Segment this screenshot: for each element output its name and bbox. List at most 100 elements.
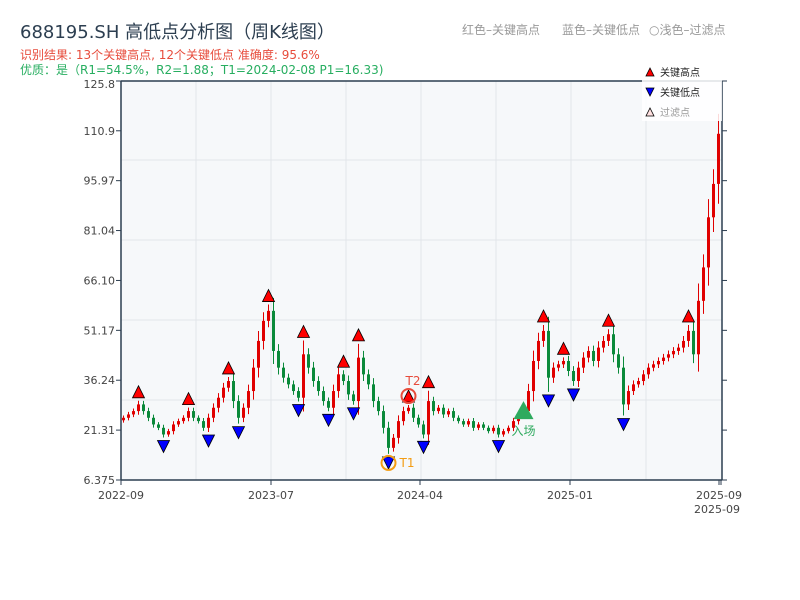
candle-body — [602, 340, 605, 348]
legend-label: 关键低点 — [660, 86, 700, 99]
candle-body — [472, 421, 475, 428]
key-low-marker — [566, 388, 581, 402]
legend-label: 关键高点 — [660, 66, 700, 79]
candle-body — [677, 347, 680, 351]
x-tick-label: 2023-07 — [248, 489, 294, 502]
candle-body — [152, 417, 155, 425]
candle-body — [422, 424, 425, 435]
y-tick-label: 21.31 — [84, 424, 116, 437]
candle-body — [367, 374, 370, 385]
candle-body — [177, 421, 180, 425]
candle-body — [312, 367, 315, 382]
candle-body — [637, 381, 640, 385]
candle-body — [532, 360, 535, 392]
result-summary: 识别结果: 13个关键高点, 12个关键低点 准确度: 95.6% — [20, 48, 320, 62]
entry-label: 入场 — [512, 424, 536, 438]
candle-body — [697, 300, 700, 355]
candle-body — [122, 417, 125, 421]
candle-body — [407, 407, 410, 412]
candle-body — [542, 330, 545, 341]
candle-body — [437, 407, 440, 412]
candle-body — [192, 411, 195, 418]
key-low-marker — [616, 418, 631, 432]
candle-body — [287, 377, 290, 385]
candle-body — [182, 417, 185, 422]
candle-body — [457, 417, 460, 422]
key-high-marker — [181, 391, 196, 406]
candle-body — [557, 364, 560, 368]
legend-marker-2 — [645, 107, 655, 117]
key-high-marker — [336, 354, 351, 368]
candle-body — [217, 397, 220, 408]
candle-body — [167, 431, 170, 435]
candle-body — [247, 391, 250, 408]
candle-body — [432, 401, 435, 412]
candle-body — [507, 427, 510, 432]
x-tick-label: 2022-09 — [98, 489, 144, 502]
candle-body — [597, 347, 600, 361]
candle-body — [442, 407, 445, 415]
x-tick-label: 2025-09 — [694, 503, 740, 516]
candle-body — [527, 391, 530, 412]
candle-body — [267, 310, 270, 321]
candle-body — [232, 381, 235, 402]
legend-blue-text: 蓝色–关键低点 — [562, 23, 641, 37]
candle-body — [417, 417, 420, 425]
candle-body — [452, 411, 455, 418]
candle-body — [692, 330, 695, 355]
candle-body — [582, 357, 585, 368]
candle-body — [332, 391, 335, 408]
candle-body — [467, 421, 470, 425]
legend-marker-1 — [645, 87, 655, 97]
candle-body — [572, 370, 575, 382]
candle-body — [242, 407, 245, 418]
candle-body — [132, 411, 135, 415]
candle-body — [207, 417, 210, 428]
candle-body — [342, 374, 345, 382]
y-tick-label: 51.17 — [84, 324, 116, 337]
candle-body — [612, 334, 615, 355]
candle-body — [302, 354, 305, 398]
candle-body — [272, 310, 275, 351]
candle-body — [172, 424, 175, 432]
candle-body — [222, 387, 225, 398]
candle-body — [562, 360, 565, 365]
candle-body — [412, 407, 415, 418]
key-high-marker — [556, 341, 571, 355]
candle-body — [227, 381, 230, 388]
candle-body — [382, 411, 385, 428]
candle-body — [547, 330, 550, 378]
candle-body — [672, 350, 675, 355]
y-tick-label: 110.9 — [84, 125, 116, 138]
key-low-marker — [541, 394, 556, 408]
candle-body — [617, 354, 620, 368]
candle-body — [362, 357, 365, 375]
key-low-marker — [156, 440, 171, 454]
candle-body — [157, 424, 160, 428]
x-tick-label: 2025-01 — [547, 489, 593, 502]
candle-body — [277, 350, 280, 368]
key-high-marker — [681, 309, 696, 323]
y-tick-label: 6.375 — [84, 474, 116, 487]
key-high-marker — [221, 361, 236, 375]
candle-body — [162, 427, 165, 435]
candle-body — [127, 414, 130, 418]
y-tick-label: 81.04 — [84, 225, 116, 238]
candle-body — [682, 340, 685, 348]
candle-body — [632, 384, 635, 392]
candle-body — [377, 401, 380, 412]
candle-body — [347, 381, 350, 395]
candle-body — [397, 421, 400, 438]
legend-box — [642, 63, 722, 121]
candle-body — [137, 404, 140, 412]
y-tick-label: 95.97 — [84, 175, 116, 188]
x-tick-label: 2024-04 — [397, 489, 443, 502]
key-low-marker — [491, 440, 506, 454]
candle-body — [387, 427, 390, 448]
key-high-marker — [601, 313, 616, 327]
candle-body — [482, 424, 485, 428]
candle-body — [592, 350, 595, 361]
key-high-marker — [131, 384, 146, 399]
legend-label: 过滤点 — [660, 106, 690, 119]
